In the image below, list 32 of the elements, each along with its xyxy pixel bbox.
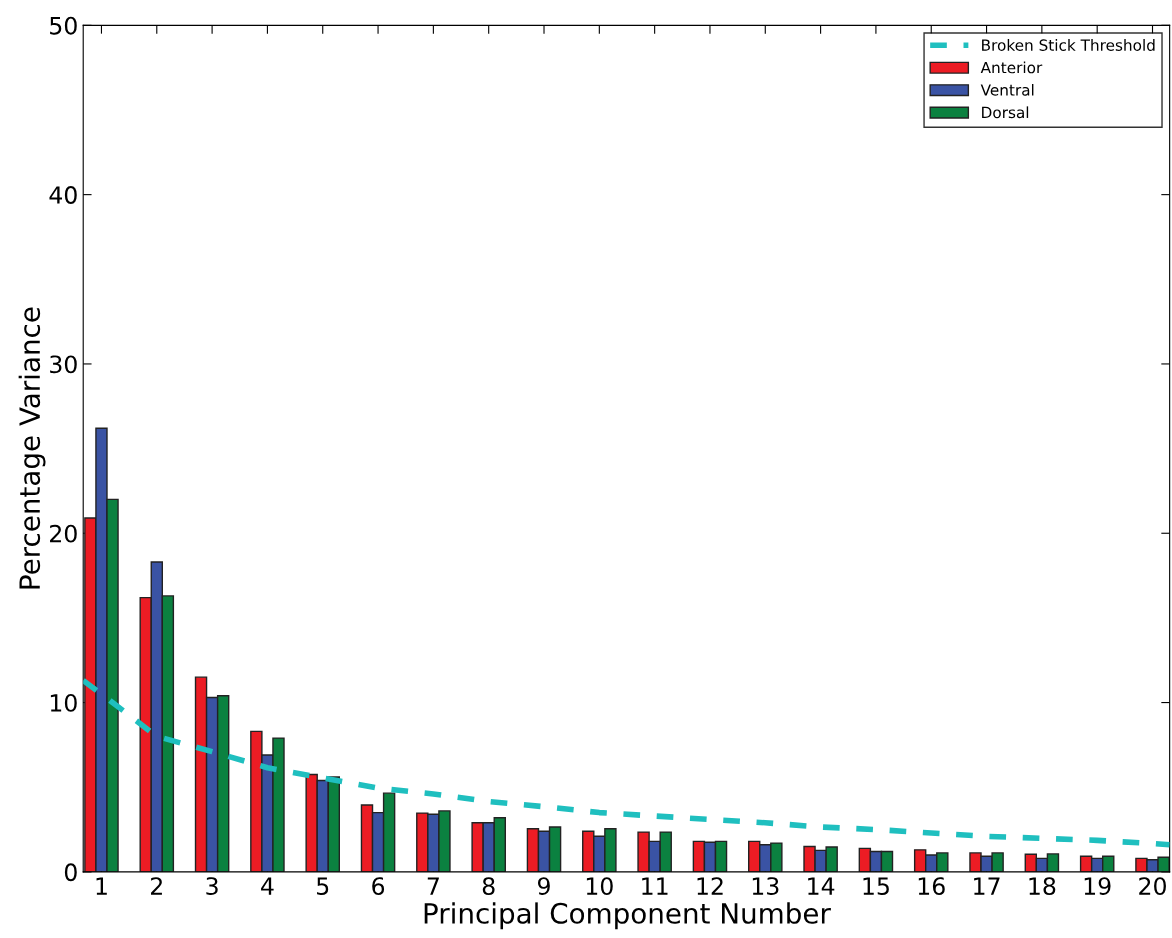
x-tick-label: 6: [372, 877, 385, 896]
x-tick-label: 4: [261, 877, 274, 895]
legend-label: Broken Stick Threshold: [982, 39, 1155, 51]
x-tick-label: 16: [918, 877, 945, 896]
y-tick-label: 0: [64, 863, 77, 882]
x-tick-label: 9: [537, 877, 550, 896]
x-axis-title: Principal Component Number: [424, 902, 831, 930]
legend-label: Ventral: [980, 83, 1034, 96]
legend-label: Anterior: [980, 61, 1043, 74]
x-tick-label: 10: [586, 877, 613, 896]
x-tick-label: 17: [974, 877, 1000, 895]
y-tick-label: 50: [50, 16, 77, 35]
x-tick-label: 12: [697, 877, 723, 895]
x-tick-label: 19: [1084, 877, 1111, 896]
x-tick-label: 18: [1029, 877, 1056, 896]
x-tick-label: 11: [642, 877, 668, 895]
x-tick-label: 3: [206, 877, 218, 896]
y-tick-label: 40: [49, 186, 77, 204]
y-tick-label: 10: [50, 694, 77, 712]
y-axis-title: Percentage Variance: [18, 307, 46, 589]
x-tick-label: 15: [863, 877, 889, 896]
x-tick-label: 8: [482, 877, 495, 896]
x-tick-label: 5: [317, 877, 329, 896]
x-tick-label: 2: [151, 877, 162, 895]
x-tick-label: 1: [96, 877, 107, 895]
x-tick-label: 7: [427, 877, 439, 895]
x-tick-label: 14: [808, 877, 835, 895]
legend-label: Dorsal: [982, 106, 1029, 119]
y-tick-label: 30: [50, 355, 77, 374]
x-tick-label: 20: [1139, 877, 1166, 896]
y-tick-label: 20: [50, 524, 77, 543]
x-tick-label: 13: [752, 877, 779, 896]
